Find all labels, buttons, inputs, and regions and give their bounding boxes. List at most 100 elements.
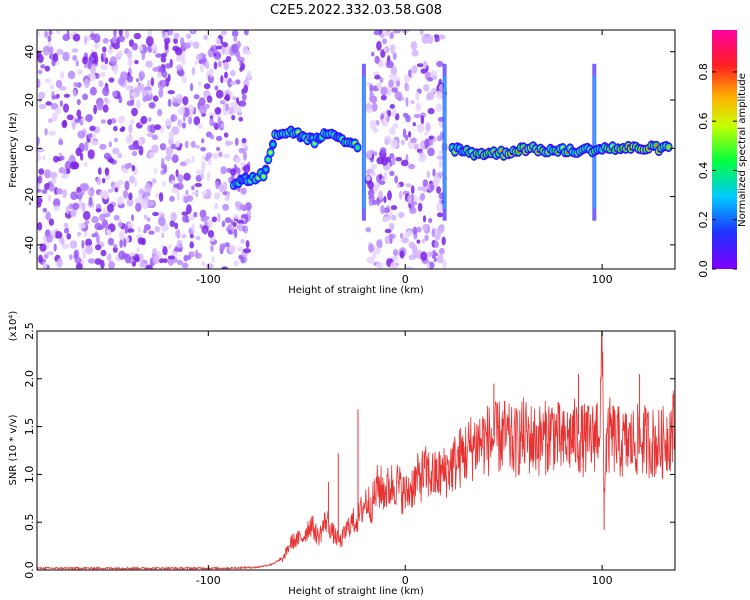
noise-blob	[224, 217, 232, 224]
noise-blob	[425, 122, 431, 132]
noise-blob	[44, 169, 52, 179]
noise-blob	[365, 150, 372, 160]
noise-blob	[195, 249, 199, 257]
noise-blob	[438, 84, 444, 91]
noise-blob	[59, 155, 65, 161]
noise-blob	[211, 216, 217, 223]
y-tick-label: 1.5	[23, 418, 36, 436]
noise-blob	[104, 97, 108, 103]
noise-blob	[389, 127, 396, 136]
noise-blob	[396, 184, 401, 188]
noise-blob	[371, 102, 378, 112]
noise-blob	[243, 151, 247, 161]
noise-blob	[44, 65, 51, 72]
noise-blob	[173, 247, 182, 252]
noise-blob	[221, 220, 226, 228]
noise-blob	[142, 96, 148, 103]
noise-blob	[53, 205, 60, 211]
noise-blob	[104, 57, 109, 65]
noise-blob	[118, 231, 125, 240]
noise-blob	[145, 264, 153, 269]
noise-blob	[423, 131, 429, 136]
noise-blob	[422, 215, 427, 223]
noise-blob	[144, 183, 152, 193]
noise-blob	[240, 213, 248, 219]
noise-blob	[231, 115, 236, 121]
noise-blob	[415, 102, 422, 112]
noise-blob	[140, 115, 148, 125]
noise-blob	[126, 85, 132, 91]
noise-blob	[168, 132, 175, 142]
noise-blob	[158, 192, 164, 202]
noise-blob	[388, 233, 396, 240]
noise-blob	[203, 34, 208, 40]
noise-blob	[213, 152, 219, 160]
noise-blob	[365, 227, 372, 233]
noise-blob	[231, 30, 239, 37]
noise-blob	[199, 105, 207, 115]
noise-blob	[61, 173, 69, 180]
noise-blob	[417, 186, 424, 191]
noise-blob	[99, 143, 107, 150]
noise-blob	[205, 152, 213, 159]
noise-blob	[232, 221, 237, 228]
y-tick-label: 0.0	[23, 561, 36, 579]
noise-blob	[61, 120, 68, 129]
noise-blob	[203, 83, 211, 90]
noise-blob	[143, 86, 152, 91]
noise-blob	[82, 56, 88, 65]
noise-blob	[118, 221, 123, 228]
noise-blob	[69, 240, 78, 249]
noise-blob	[167, 90, 175, 95]
noise-blob	[387, 110, 392, 117]
noise-blob	[146, 217, 151, 222]
noise-blob	[439, 131, 444, 141]
noise-blob	[432, 168, 436, 177]
noise-blob	[141, 199, 149, 210]
noise-blob	[213, 192, 221, 199]
spectrogram-x-ticks: -100 0 100	[196, 30, 613, 286]
noise-blob	[196, 53, 203, 61]
noise-blob	[237, 246, 244, 252]
noise-blob	[391, 156, 396, 166]
noise-blob	[48, 183, 55, 192]
noise-blob	[368, 243, 375, 253]
noise-blob	[408, 131, 412, 138]
noise-blob	[430, 251, 434, 256]
noise-blob	[195, 170, 203, 175]
signal-core	[313, 141, 317, 145]
noise-blob	[177, 174, 184, 183]
noise-blob	[378, 180, 386, 186]
noise-blob	[91, 215, 99, 224]
spectrogram-marks	[37, 30, 673, 269]
noise-blob	[424, 234, 429, 242]
noise-blob	[87, 189, 92, 196]
noise-blob	[436, 186, 442, 194]
x-tick-label: -100	[196, 273, 221, 286]
noise-blob	[207, 219, 214, 228]
noise-blob	[383, 196, 387, 203]
noise-blob	[398, 211, 405, 219]
noise-blob	[415, 91, 420, 101]
noise-blob	[47, 35, 52, 43]
noise-blob	[69, 254, 73, 260]
noise-blob	[76, 82, 82, 88]
noise-blob	[75, 262, 83, 269]
noise-blob	[129, 175, 136, 184]
noise-blob	[84, 35, 88, 45]
noise-blob	[221, 46, 225, 55]
noise-blob	[182, 215, 189, 223]
noise-blob	[182, 114, 186, 122]
noise-blob	[183, 254, 189, 262]
noise-blob	[426, 170, 430, 179]
noise-blob	[72, 33, 81, 42]
noise-blob	[436, 155, 444, 160]
noise-blob	[224, 103, 230, 111]
noise-blob	[394, 175, 399, 184]
noise-blob	[139, 262, 147, 268]
noise-blob	[210, 47, 214, 52]
noise-blob	[74, 118, 81, 123]
noise-blob	[214, 107, 222, 115]
noise-blob	[388, 73, 394, 79]
